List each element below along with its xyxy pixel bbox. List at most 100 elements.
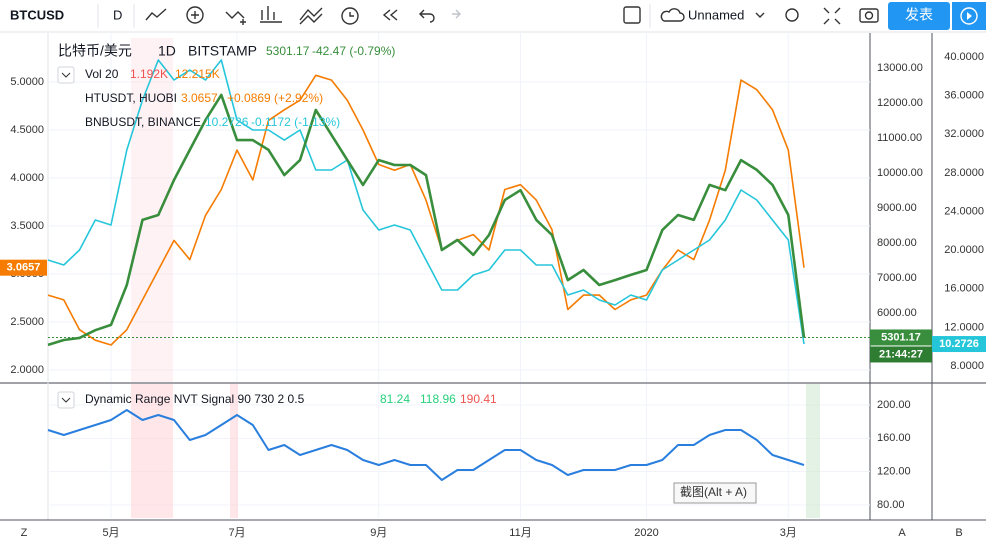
price-tag xyxy=(0,259,47,276)
y-tick-label: 13000.00 xyxy=(877,62,923,74)
toolbar: BTCUSD D Unnamed 发表 xyxy=(0,0,986,33)
plots xyxy=(47,59,870,481)
indicator-icon[interactable] xyxy=(186,6,204,24)
legend-text: 3.0657 xyxy=(181,91,218,105)
redo-icon[interactable] xyxy=(452,9,461,19)
legend-text: BITSTAMP xyxy=(188,43,257,59)
legend-text: BNBUSDT, BINANCE xyxy=(85,115,201,129)
legend-text: 1.192K xyxy=(130,67,168,81)
price-tag-label: 5301.17 xyxy=(881,331,921,343)
legend-text: Dynamic Range NVT Signal 90 730 2 0.5 xyxy=(85,392,305,406)
template-icon[interactable] xyxy=(299,7,323,25)
y-tick-label: 36.0000 xyxy=(944,90,984,102)
price-tag-label: 3.0657 xyxy=(7,262,41,274)
camera-lens xyxy=(864,11,874,20)
play-triangle xyxy=(967,12,972,20)
bars-icon[interactable] xyxy=(260,6,282,23)
interval[interactable]: D xyxy=(113,7,122,22)
series-line xyxy=(47,93,806,347)
y-tick-label: 8000.00 xyxy=(877,237,917,249)
countdown: 21:44:27 xyxy=(879,348,923,360)
legend-text: Vol 20 xyxy=(85,67,119,81)
y-tick-label: 7000.00 xyxy=(877,272,917,284)
layout-name[interactable]: Unnamed xyxy=(688,7,744,22)
plus xyxy=(191,11,199,19)
signal-band xyxy=(131,384,173,518)
legend-text: 10.2726 xyxy=(205,115,249,129)
y-tick-label: 12000.00 xyxy=(877,97,923,109)
y-tick-label: 3.5000 xyxy=(10,220,44,232)
cloud-icon xyxy=(660,8,685,22)
legend-text: -0.1172 (-1.13%) xyxy=(251,115,340,129)
signal-band xyxy=(806,384,820,518)
y-tick-label: 11000.00 xyxy=(877,132,922,144)
y-tick-label: 8.0000 xyxy=(950,360,984,372)
alert-icon[interactable] xyxy=(341,7,359,25)
x-tick-label: 11月 xyxy=(509,527,531,539)
bottom-button[interactable]: A xyxy=(898,527,906,539)
legend-text: HTUSDT, HUOBI xyxy=(85,91,177,105)
bottom-button[interactable]: Z xyxy=(21,527,28,539)
chart-style-icon[interactable] xyxy=(145,8,167,21)
clock-hand xyxy=(349,12,354,17)
legend-text: 190.41 xyxy=(460,392,497,406)
publish-button[interactable] xyxy=(888,2,950,30)
legend-text: 比特币/美元 xyxy=(58,43,132,59)
settings-icon[interactable] xyxy=(785,8,799,22)
legend-text: 81.24 xyxy=(380,392,410,406)
y-tick-label: 200.00 xyxy=(877,399,911,411)
y-tick-label: 28.0000 xyxy=(944,167,984,179)
y-tick-label: 20.0000 xyxy=(944,244,984,256)
chevron[interactable] xyxy=(755,12,765,18)
y-tick-label: 4.5000 xyxy=(10,124,44,136)
symbol[interactable]: BTCUSD xyxy=(10,7,64,22)
camera-icon[interactable] xyxy=(859,8,879,23)
signal-band xyxy=(131,38,173,382)
x-tick-label: 3月 xyxy=(780,527,797,539)
chevron xyxy=(61,397,71,403)
tooltip: 截图(Alt + A) xyxy=(680,485,747,499)
x-tick-label: 9月 xyxy=(370,527,387,539)
collapse-button xyxy=(57,391,75,409)
y-tick-label: 4.0000 xyxy=(10,172,44,184)
fullscreen-box[interactable] xyxy=(623,6,641,24)
collapse-button xyxy=(57,66,75,84)
y-tick-label: 120.00 xyxy=(877,466,911,478)
y-tick-label: 5.0000 xyxy=(10,76,44,88)
publish-label: 发表 xyxy=(905,7,933,23)
y-tick-label: 2.0000 xyxy=(10,364,44,376)
labels: 5月7月9月11月20203月2.00002.50003.00003.50004… xyxy=(0,43,986,539)
chevron xyxy=(61,72,71,78)
expand-icon[interactable] xyxy=(823,7,841,25)
signal-band xyxy=(230,384,238,518)
y-tick-label: 80.00 xyxy=(877,499,905,511)
y-tick-label: 9000.00 xyxy=(877,202,917,214)
legend-text: -42.47 (-0.79%) xyxy=(312,44,395,58)
y-tick-label: 40.0000 xyxy=(944,51,984,63)
y-tick-label: 10000.00 xyxy=(877,167,923,179)
bottom-button[interactable]: B xyxy=(955,527,962,539)
price-tag-label: 10.2726 xyxy=(939,338,979,350)
y-tick-label: 24.0000 xyxy=(944,205,984,217)
legend-text: 5301.17 xyxy=(266,44,310,58)
y-tick-label: 160.00 xyxy=(877,432,911,444)
toolbar-bg xyxy=(0,0,986,32)
x-tick-label: 2020 xyxy=(634,527,658,539)
price-tag xyxy=(870,329,932,346)
undo-icon[interactable] xyxy=(419,9,435,23)
y-tick-label: 12.0000 xyxy=(944,321,984,333)
y-tick-label: 2.5000 xyxy=(10,316,44,328)
series-line xyxy=(47,409,805,481)
x-tick-label: 7月 xyxy=(228,527,245,539)
y-tick-label: 16.0000 xyxy=(944,283,984,295)
price-tag xyxy=(932,336,986,353)
y-tick-label: 32.0000 xyxy=(944,128,984,140)
replay-icon[interactable] xyxy=(382,9,398,21)
compare-icon[interactable] xyxy=(225,11,246,25)
y-tick-label: 6000.00 xyxy=(877,307,917,319)
legend-text: 118.96 xyxy=(420,392,456,406)
legend-text: 12.215K xyxy=(175,67,220,81)
tooltip-box xyxy=(673,482,757,504)
legend-text: 1D xyxy=(158,43,176,59)
